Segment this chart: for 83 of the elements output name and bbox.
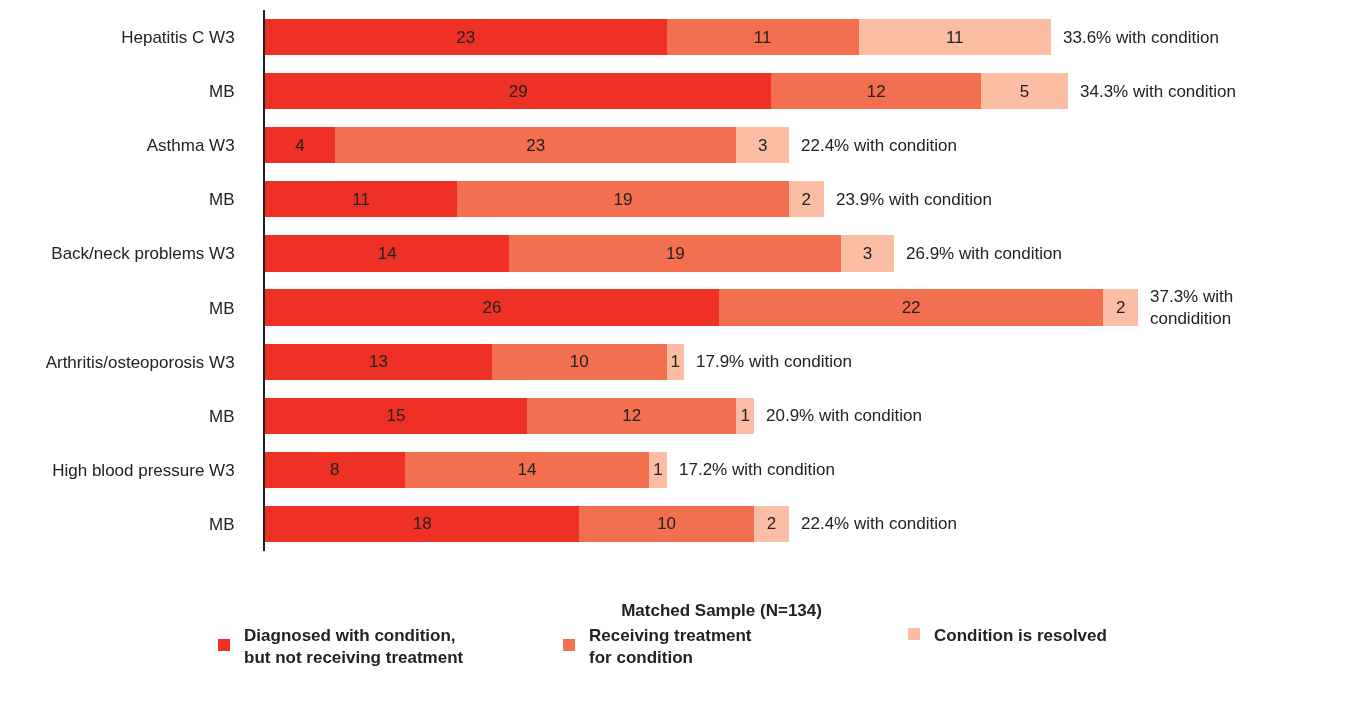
data-label: 1 — [653, 460, 663, 480]
legend-label: Condition is resolved — [934, 625, 1107, 645]
bar — [265, 18, 667, 56]
bar — [771, 73, 981, 110]
bar — [265, 73, 772, 110]
data-label: 12 — [866, 81, 886, 101]
bar — [265, 397, 527, 434]
bar — [457, 181, 789, 218]
y-tick-label: MB — [209, 514, 235, 534]
data-label: 19 — [665, 243, 685, 263]
data-label: 13 — [369, 352, 388, 372]
data-label: 10 — [569, 352, 589, 372]
bar — [265, 451, 405, 488]
annotation: 33.6% with condition — [1063, 28, 1219, 47]
data-label: 8 — [330, 460, 340, 480]
annotation: 17.9% with condition — [696, 352, 852, 371]
y-tick-label: MB — [209, 82, 235, 102]
legend-title: Matched Sample (N=134) — [621, 601, 822, 621]
data-label: 22 — [901, 298, 921, 318]
data-label: 12 — [622, 406, 642, 426]
annotation: 22.4% with condition — [801, 514, 957, 533]
bar — [404, 451, 650, 488]
y-tick-label: MB — [209, 298, 235, 318]
y-tick-label: Hepatitis C W3 — [121, 28, 235, 47]
data-label: 2 — [801, 189, 812, 209]
bar — [858, 18, 1051, 56]
bar — [649, 451, 667, 488]
bar — [265, 343, 492, 380]
y-tick-label: Arthritis/osteoporosis W3 — [45, 352, 235, 372]
bar — [492, 343, 667, 380]
annotation: 34.3% with condition — [1080, 82, 1236, 101]
bar — [509, 235, 842, 272]
data-label: 1 — [670, 352, 681, 372]
bar — [265, 127, 335, 164]
y-tick-label: Back/neck problems W3 — [51, 244, 235, 264]
data-label: 19 — [613, 189, 633, 209]
data-label: 11 — [945, 27, 964, 47]
legend-label: Receiving treatment for condition — [589, 625, 752, 667]
y-tick-label: MB — [209, 406, 235, 426]
annotation: 20.9% with condition — [766, 406, 922, 425]
data-label: 11 — [352, 189, 370, 209]
bar — [526, 397, 737, 434]
annotation: 23.9% with condition — [836, 190, 992, 209]
data-label: 4 — [295, 135, 305, 155]
bar — [265, 505, 580, 543]
data-label: 5 — [1019, 81, 1030, 101]
bar — [753, 505, 789, 543]
legend-label: Diagnosed with condition, but not receiving treatment — [244, 625, 464, 667]
data-label: 14 — [377, 243, 397, 263]
data-label: 2 — [1115, 298, 1126, 318]
data-label: 2 — [766, 514, 777, 534]
data-label: 10 — [657, 514, 677, 534]
bar — [841, 235, 894, 272]
data-label: 15 — [386, 406, 406, 426]
data-label: 3 — [757, 135, 768, 155]
data-label: 18 — [412, 514, 432, 534]
data-label: 3 — [862, 243, 873, 263]
data-label: 11 — [753, 27, 772, 47]
bar — [265, 181, 458, 218]
y-tick-label: MB — [209, 190, 235, 210]
bar — [666, 18, 859, 56]
bar — [1103, 289, 1139, 326]
data-label: 23 — [526, 135, 546, 155]
y-tick-label: High blood pressure W3 — [52, 460, 235, 480]
data-label: 26 — [482, 298, 502, 318]
bar — [334, 127, 737, 164]
bar — [736, 397, 754, 434]
data-label: 1 — [740, 406, 750, 426]
data-label: 23 — [456, 27, 476, 47]
y-tick-label: Asthma W3 — [146, 136, 235, 156]
bar — [719, 289, 1104, 326]
bar — [265, 289, 720, 326]
bar — [265, 235, 510, 272]
text: 37.3% with condidition — [1150, 287, 1234, 329]
bar — [980, 73, 1069, 110]
bar — [736, 127, 789, 164]
bar — [788, 181, 824, 218]
data-label: 14 — [517, 460, 537, 480]
annotation: 26.9% with condition — [906, 244, 1062, 263]
annotation: 17.2% with condition — [679, 460, 835, 479]
bar — [579, 505, 754, 543]
data-label: 29 — [508, 81, 528, 101]
annotation: 22.4% with condition — [801, 136, 957, 155]
